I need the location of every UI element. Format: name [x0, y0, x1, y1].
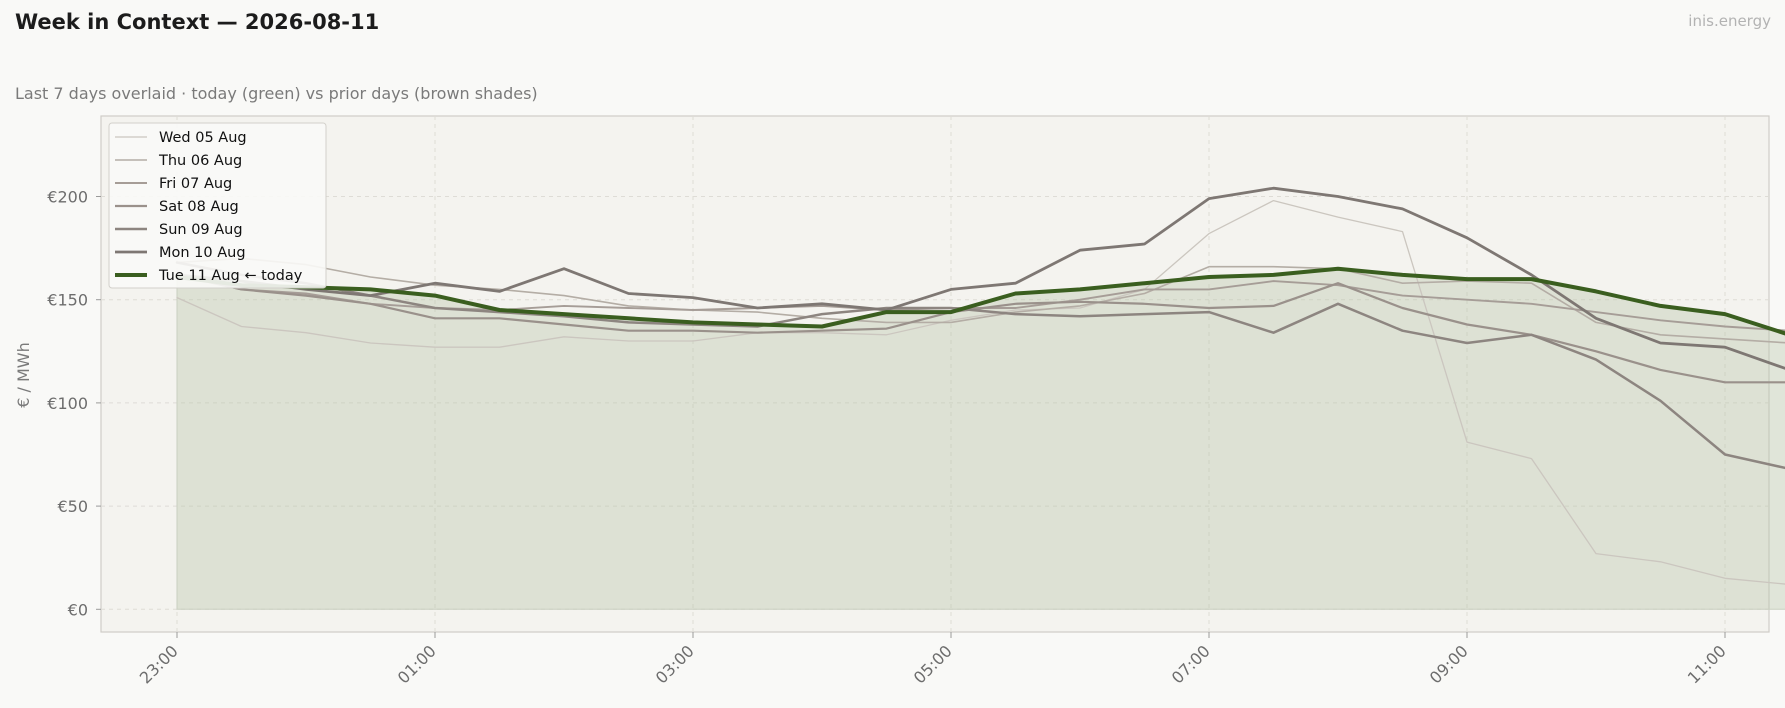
x-axis: 23:0001:0003:0005:0007:0009:0011:0013:00… [136, 632, 1730, 687]
y-axis: €0 €50 €100 €150 €200 [47, 187, 101, 619]
series-line-fri-07-aug [176, 273, 1785, 332]
brand-label: inis.energy [1688, 12, 1771, 30]
x-tick-label: 05:00 [910, 641, 956, 687]
x-tick-label: 11:00 [1684, 641, 1730, 687]
x-tick-label: 09:00 [1426, 641, 1472, 687]
y-tick-label: €200 [47, 187, 88, 206]
y-axis-label: € / MWh [14, 342, 33, 408]
series-line-wed-05-aug [176, 199, 1785, 585]
y-tick-label: €150 [47, 291, 88, 310]
series-line-mon-10-aug [175, 186, 1785, 370]
y-tick-label: €0 [68, 600, 88, 619]
series-line-sun-09-aug [175, 261, 1785, 470]
legend-label-sun-09-aug: Sun 09 Aug [159, 222, 243, 238]
x-tick-label: 23:00 [136, 641, 182, 687]
series-lines [175, 186, 1785, 585]
legend-label-mon-10-aug: Mon 10 Aug [159, 245, 246, 261]
x-tick-label: 07:00 [1168, 641, 1214, 687]
legend-box [108, 122, 327, 289]
plot-background [100, 115, 1770, 633]
y-tick-label: €100 [47, 394, 88, 413]
chart-subtitle: Last 7 days overlaid · today (green) vs … [15, 84, 538, 103]
series-line-tue-11-aug [175, 266, 1785, 336]
legend-label-sat-08-aug: Sat 08 Aug [159, 199, 239, 215]
y-tick-label: €50 [57, 497, 88, 516]
series-line-sat-08-aug [175, 273, 1785, 384]
legend-label-tue-11-aug: Tue 11 Aug ← today [158, 268, 303, 284]
legend: Wed 05 Aug Thu 06 Aug Fri 07 Aug Sat 08 Aug… [108, 122, 327, 289]
legend-label-wed-05-aug: Wed 05 Aug [159, 130, 247, 146]
x-tick-label: 01:00 [394, 641, 440, 687]
x-tick-label: 03:00 [652, 641, 698, 687]
legend-label-thu-06-aug: Thu 06 Aug [158, 153, 242, 169]
chart-title: Week in Context — 2026-08-11 [15, 10, 380, 34]
legend-label-fri-07-aug: Fri 07 Aug [159, 176, 232, 192]
